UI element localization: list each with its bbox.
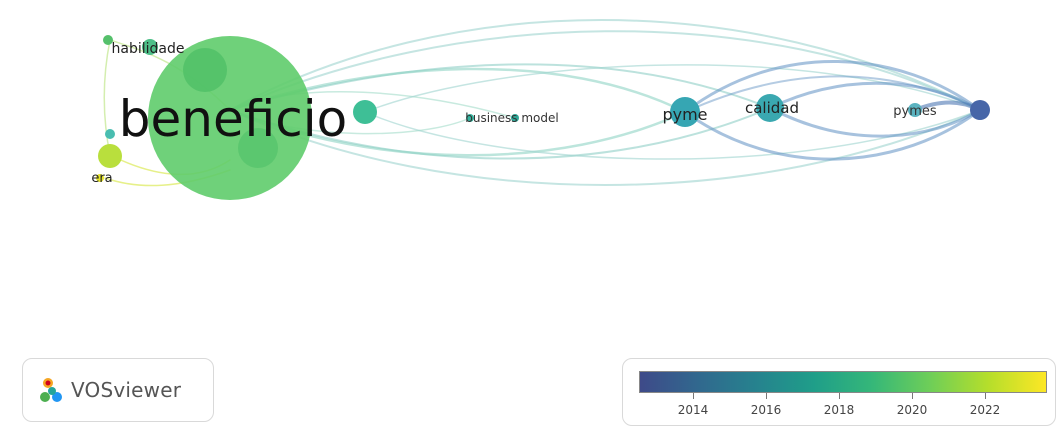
node-small-top-left[interactable] [103, 35, 113, 45]
node-business-model[interactable] [511, 114, 519, 122]
legend-tick-label-2020: 2020 [896, 403, 928, 417]
node-era-small[interactable] [96, 174, 104, 182]
node-beneficio-inner-a [183, 48, 227, 92]
legend-tick-label-2018: 2018 [823, 403, 855, 417]
label-calidad: calidad [745, 99, 799, 117]
legend-colorbar [639, 371, 1047, 393]
node-habilidade[interactable] [142, 39, 158, 55]
label-pymes: pymes [893, 104, 937, 119]
vosviewer-logo-text: VOSviewer [71, 378, 182, 402]
node-after-beneficio[interactable] [353, 100, 377, 124]
node-calidad[interactable] [756, 94, 784, 122]
node-beneficio-inner-b [238, 128, 278, 168]
label-beneficio: beneficio [119, 90, 347, 148]
label-habilidade: habilidade [112, 41, 185, 57]
legend-tick [693, 393, 694, 399]
legend-tick [985, 393, 986, 399]
legend-tick [766, 393, 767, 399]
network-map: beneficio habilidade era business model … [91, 19, 990, 200]
legend-tick-label-2022: 2022 [969, 403, 1001, 417]
vosviewer-logo-box: VOSviewer [22, 358, 214, 422]
label-business-model: business model [465, 111, 558, 125]
node-small-left[interactable] [105, 129, 115, 139]
node-era[interactable] [98, 144, 122, 168]
node-pyme[interactable] [670, 97, 700, 127]
vosviewer-logo-icon [40, 378, 62, 402]
legend-tick [839, 393, 840, 399]
node-pymes[interactable] [908, 103, 922, 117]
year-color-legend: 2014 2016 2018 2020 2022 [622, 358, 1056, 426]
legend-tick [912, 393, 913, 399]
legend-tick-label-2016: 2016 [750, 403, 782, 417]
legend-tick-label-2014: 2014 [677, 403, 709, 417]
node-business-left[interactable] [466, 114, 474, 122]
label-pyme: pyme [662, 105, 707, 124]
node-right-end[interactable] [970, 100, 990, 120]
label-era: era [91, 171, 112, 186]
